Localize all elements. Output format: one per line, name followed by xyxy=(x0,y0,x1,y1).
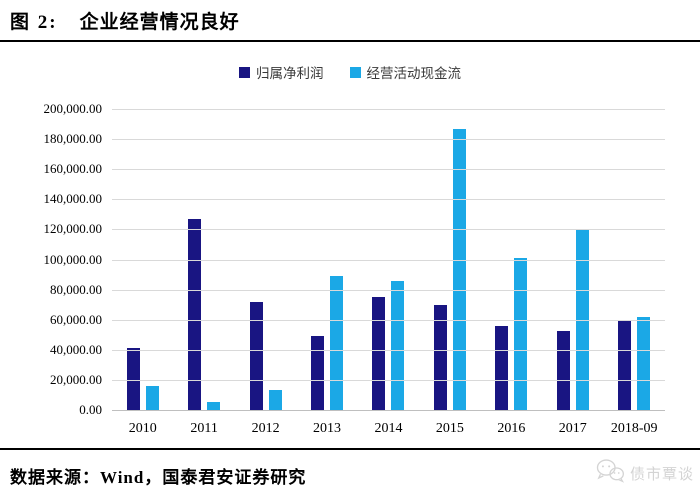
figure-title: 图 2: 企业经营情况良好 xyxy=(10,7,240,34)
bar xyxy=(514,258,528,410)
bar xyxy=(249,302,263,410)
bar-group-2016 xyxy=(481,109,542,410)
x-tick-label: 2013 xyxy=(313,421,342,436)
bar-group-2010 xyxy=(112,109,173,410)
y-tick-label: 60,000.00 xyxy=(50,311,102,327)
bar xyxy=(311,335,325,410)
legend-swatch-net-profit xyxy=(239,66,250,78)
y-tick-label: 80,000.00 xyxy=(50,281,102,297)
y-tick-label: 180,000.00 xyxy=(43,131,103,147)
gridline xyxy=(112,109,665,110)
bar xyxy=(268,389,282,410)
gridline xyxy=(112,410,665,411)
x-tick-label: 2010 xyxy=(128,421,157,436)
gridline xyxy=(112,229,665,231)
chart-legend: 归属净利润 经营活动现金流 xyxy=(0,62,700,82)
bar-group-2018-09 xyxy=(604,109,665,410)
y-tick-label: 140,000.00 xyxy=(43,191,103,207)
y-tick-label: 40,000.00 xyxy=(50,341,102,357)
gridline xyxy=(112,169,665,171)
footer-divider xyxy=(0,448,700,450)
y-tick-label: 100,000.00 xyxy=(43,251,103,267)
x-tick-label: 2017 xyxy=(558,421,587,436)
bar-group-2012 xyxy=(235,109,296,410)
bar xyxy=(330,276,344,410)
x-tick-label: 2012 xyxy=(251,421,280,436)
x-tick-label: 2014 xyxy=(374,421,403,436)
bar xyxy=(618,321,632,410)
y-tick-label: 20,000.00 xyxy=(50,371,102,387)
bar xyxy=(575,228,589,410)
gridline xyxy=(112,379,665,381)
legend-item-net-profit: 归属净利润 xyxy=(239,62,324,82)
bar xyxy=(391,281,405,410)
figure-number: 图 2: xyxy=(10,12,58,33)
y-tick-label: 160,000.00 xyxy=(43,161,103,177)
bar-groups xyxy=(112,109,665,410)
bar xyxy=(145,385,159,410)
bar xyxy=(126,348,140,410)
gridline xyxy=(112,199,665,201)
legend-swatch-cashflow xyxy=(349,66,361,78)
y-tick-label: 0.00 xyxy=(79,402,102,417)
legend-label-net-profit: 归属净利润 xyxy=(256,66,324,81)
watermark-text: 债市覃谈 xyxy=(629,466,694,483)
bar xyxy=(637,317,651,410)
bar xyxy=(556,331,570,410)
x-tick-label: 2018-09 xyxy=(610,421,658,436)
bar-group-2011 xyxy=(173,109,234,410)
bar xyxy=(188,218,202,410)
gridline xyxy=(112,349,665,351)
bar xyxy=(372,297,386,410)
gridline xyxy=(112,259,665,261)
data-source: 数据来源：Wind，国泰君安证券研究 xyxy=(10,468,307,487)
plot-area xyxy=(112,109,665,411)
bar xyxy=(433,304,447,410)
bar xyxy=(207,401,221,410)
x-tick-label: 2016 xyxy=(497,421,526,436)
wechat-icon xyxy=(595,458,625,488)
bar-group-2013 xyxy=(296,109,357,410)
x-tick-label: 2015 xyxy=(435,421,464,436)
bar-chart: 0.00 20,000.00 40,000.00 60,000.00 80,000.00… xyxy=(0,102,665,437)
title-divider xyxy=(0,40,700,42)
gridline xyxy=(112,289,665,291)
legend-label-cashflow: 经营活动现金流 xyxy=(366,66,462,81)
x-tick-label: 2011 xyxy=(190,421,218,436)
figure-title-text: 企业经营情况良好 xyxy=(79,12,240,33)
watermark: 债市覃谈 xyxy=(595,458,694,488)
y-tick-label: 200,000.00 xyxy=(43,101,103,116)
gridline xyxy=(112,139,665,141)
y-tick-label: 120,000.00 xyxy=(43,221,103,237)
x-axis-labels: 2010 2011 2012 2013 2014 2015 2016 2017 2018-09 xyxy=(112,421,665,437)
legend-item-cashflow: 经营活动现金流 xyxy=(349,62,462,82)
gridline xyxy=(112,319,665,321)
bar xyxy=(452,129,466,410)
bar-group-2014 xyxy=(358,109,419,410)
bar xyxy=(495,325,509,410)
y-axis-labels: 0.00 20,000.00 40,000.00 60,000.00 80,000.00… xyxy=(0,102,103,417)
